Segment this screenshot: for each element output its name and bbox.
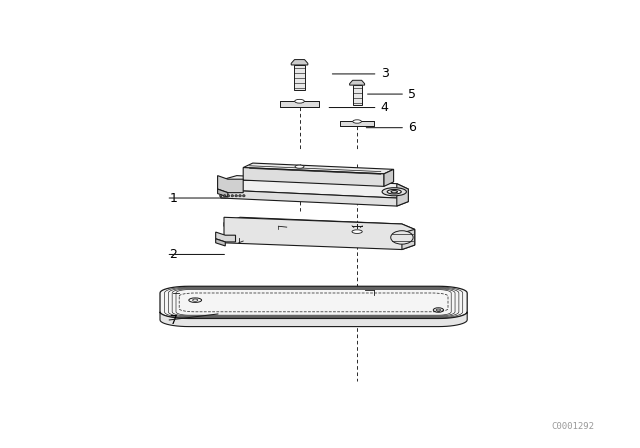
Polygon shape (402, 229, 415, 250)
Polygon shape (160, 312, 467, 327)
Polygon shape (218, 176, 243, 193)
Polygon shape (221, 190, 408, 206)
Text: 4: 4 (381, 101, 388, 114)
Polygon shape (224, 217, 415, 233)
Polygon shape (224, 217, 415, 250)
Ellipse shape (227, 194, 230, 197)
Ellipse shape (436, 309, 440, 311)
Polygon shape (160, 286, 467, 319)
Polygon shape (384, 169, 394, 186)
Ellipse shape (433, 308, 444, 312)
Polygon shape (280, 101, 319, 107)
Polygon shape (216, 239, 225, 246)
Ellipse shape (235, 194, 237, 197)
Ellipse shape (193, 299, 198, 302)
Polygon shape (397, 184, 408, 206)
Text: 2: 2 (170, 248, 177, 261)
Polygon shape (294, 65, 305, 90)
Text: 5: 5 (408, 87, 417, 101)
Ellipse shape (239, 194, 241, 197)
Polygon shape (349, 80, 365, 85)
Ellipse shape (387, 190, 401, 194)
Polygon shape (243, 168, 384, 186)
Ellipse shape (231, 194, 234, 197)
Ellipse shape (391, 191, 397, 193)
Ellipse shape (382, 188, 406, 196)
Polygon shape (216, 232, 236, 242)
Text: C0001292: C0001292 (551, 422, 595, 431)
Text: 1: 1 (170, 191, 177, 205)
Polygon shape (218, 189, 228, 197)
Polygon shape (340, 121, 374, 126)
Ellipse shape (189, 298, 202, 302)
Ellipse shape (352, 230, 362, 233)
Ellipse shape (295, 165, 304, 168)
Ellipse shape (243, 194, 245, 197)
Ellipse shape (295, 99, 305, 103)
Polygon shape (291, 60, 308, 65)
Polygon shape (243, 163, 394, 174)
Ellipse shape (353, 120, 362, 123)
Polygon shape (353, 85, 362, 105)
Text: 6: 6 (408, 121, 416, 134)
Polygon shape (221, 176, 408, 198)
Text: 3: 3 (381, 67, 388, 81)
Text: 7: 7 (170, 314, 178, 327)
Ellipse shape (223, 194, 226, 197)
Ellipse shape (390, 231, 413, 244)
Ellipse shape (220, 194, 222, 197)
